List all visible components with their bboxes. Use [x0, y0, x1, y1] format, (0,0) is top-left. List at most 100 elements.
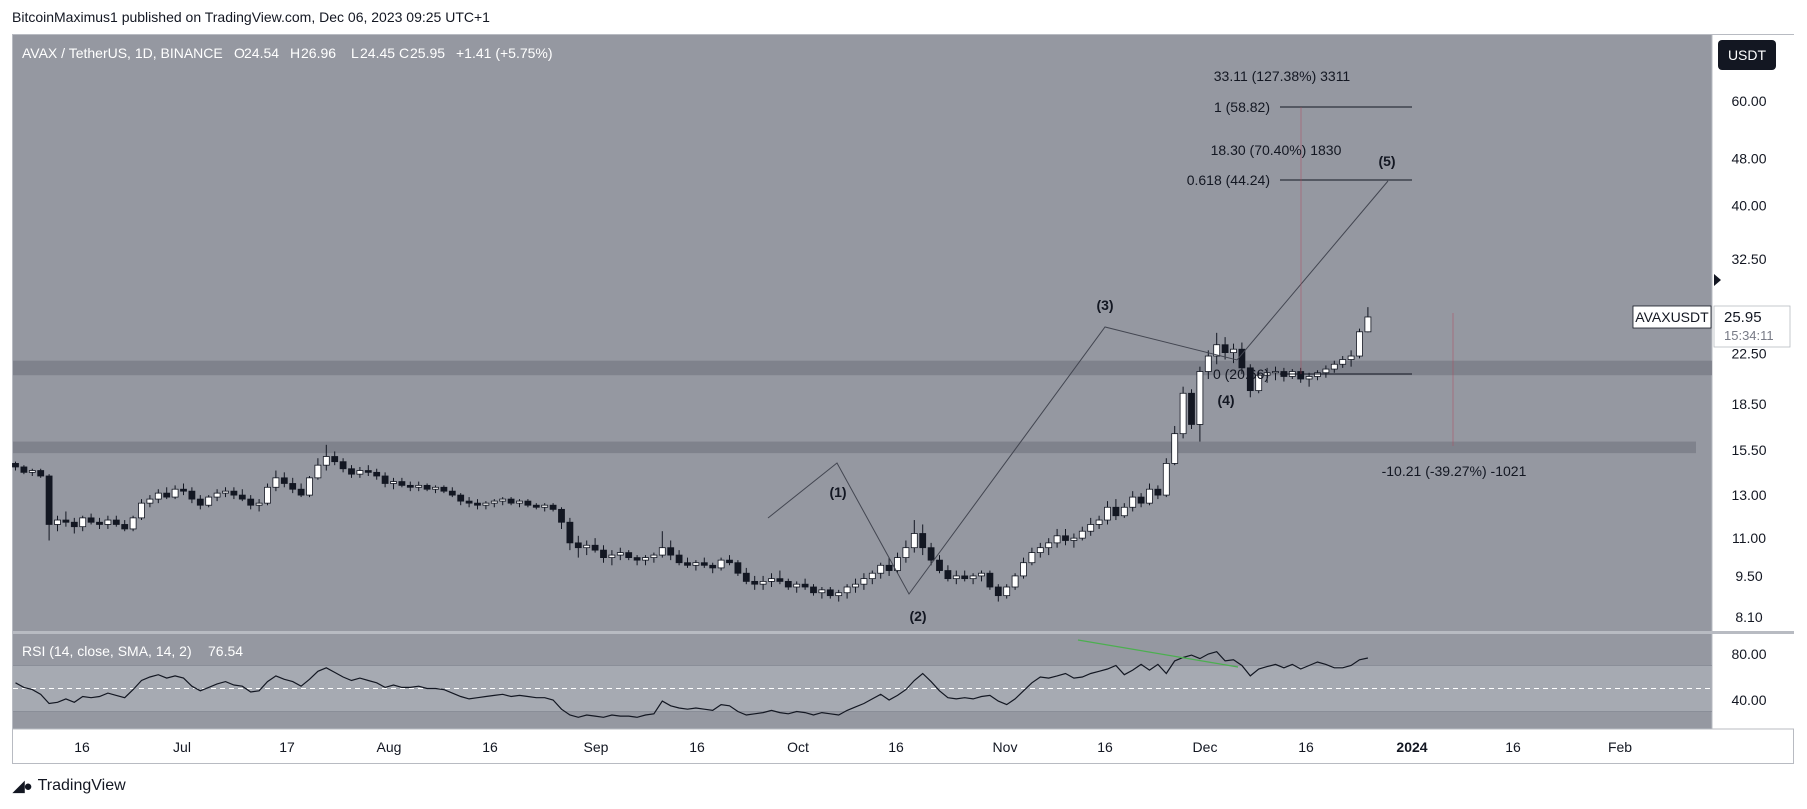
- candle: [1330, 363, 1338, 370]
- candle: [860, 578, 868, 585]
- candle: [835, 592, 843, 597]
- candle: [448, 490, 456, 496]
- candle: [222, 490, 229, 494]
- time-tick-label: 16: [1505, 739, 1521, 755]
- ohlc-key: H: [290, 45, 300, 61]
- candle: [1322, 368, 1330, 374]
- candle: [499, 498, 507, 502]
- candle: [650, 554, 658, 558]
- price-tick-label: 18.50: [1731, 396, 1766, 412]
- ticker-badge: [1632, 305, 1712, 329]
- time-tick-label: Jul: [173, 739, 191, 755]
- candle: [364, 470, 372, 473]
- candle: [1171, 433, 1179, 464]
- time-tick-label: 16: [74, 739, 90, 755]
- time-tick-label: 16: [1298, 739, 1314, 755]
- time-tick-label: Oct: [787, 739, 809, 755]
- time-tick-label: 16: [888, 739, 904, 755]
- candle: [1255, 374, 1263, 392]
- candle: [574, 542, 582, 549]
- candle: [692, 562, 700, 566]
- time-tick-label: 16: [482, 739, 498, 755]
- ohlc-value: 24.54: [244, 45, 279, 61]
- candle: [54, 519, 61, 525]
- candle: [583, 544, 591, 549]
- candle: [213, 492, 221, 498]
- candle: [306, 477, 313, 496]
- candle: [1070, 537, 1078, 541]
- candle: [1137, 496, 1145, 504]
- candle: [784, 581, 792, 588]
- candle: [20, 466, 28, 473]
- candle: [1078, 530, 1086, 539]
- candle: [1188, 392, 1195, 425]
- candle: [1238, 348, 1246, 369]
- candle: [196, 498, 204, 506]
- candle: [642, 557, 649, 561]
- candle: [1179, 392, 1187, 435]
- candle: [188, 490, 196, 500]
- candle: [516, 500, 523, 504]
- candle: [717, 559, 725, 569]
- candle: [79, 517, 87, 528]
- candle: [129, 517, 137, 530]
- candle: [558, 508, 565, 523]
- currency-label: USDT: [1728, 47, 1767, 63]
- ohlc-key: L: [351, 45, 359, 61]
- candle: [759, 581, 767, 585]
- price-axis: [1712, 35, 1794, 729]
- candle: [843, 586, 851, 594]
- candle: [952, 575, 960, 580]
- candle: [591, 544, 599, 551]
- candle: [894, 557, 901, 571]
- symbol-label: AVAX / TetherUS, 1D, BINANCE: [22, 45, 223, 61]
- candle: [1129, 496, 1137, 508]
- candle: [1339, 359, 1347, 365]
- candle: [969, 575, 977, 580]
- candle: [297, 488, 305, 496]
- last-price-badge: [1713, 305, 1791, 348]
- candle: [1263, 372, 1271, 376]
- candle: [885, 564, 893, 571]
- fib-level-label: 1 (58.82): [1214, 99, 1270, 115]
- candle: [818, 589, 826, 594]
- candle: [247, 498, 255, 506]
- support-zone: [13, 441, 1696, 454]
- candle: [1314, 372, 1321, 377]
- candle: [1062, 535, 1069, 541]
- currency-badge: [1718, 40, 1776, 70]
- tradingview-logo-icon: ◢●: [13, 778, 33, 795]
- rsi-value: 76.54: [208, 643, 243, 659]
- candle: [877, 564, 885, 574]
- rsi-divergence-line: [1077, 639, 1239, 668]
- candle: [986, 572, 994, 588]
- candle: [348, 468, 355, 475]
- candle: [1246, 367, 1254, 392]
- candle: [566, 521, 574, 544]
- candle: [793, 583, 801, 588]
- candle: [734, 562, 742, 574]
- candle: [1272, 371, 1279, 374]
- candle: [339, 461, 347, 470]
- candle: [1230, 348, 1237, 353]
- candle: [709, 564, 717, 569]
- price-tick-label: 40.00: [1731, 197, 1766, 213]
- candle: [70, 521, 78, 528]
- candle: [1028, 552, 1036, 564]
- rsi-tick-label: 80.00: [1731, 646, 1766, 662]
- candle: [415, 484, 423, 488]
- tradingview-logo[interactable]: ◢● TradingView: [13, 777, 126, 795]
- candle: [1087, 524, 1095, 532]
- candle: [726, 559, 733, 564]
- candle: [667, 547, 675, 556]
- candle: [121, 524, 129, 530]
- time-tick-label: 16: [689, 739, 705, 755]
- candle: [490, 500, 498, 504]
- candle: [322, 456, 330, 466]
- price-tick-label: 48.00: [1731, 150, 1766, 166]
- candle: [633, 557, 641, 561]
- candle: [474, 502, 481, 506]
- candle: [28, 470, 36, 473]
- candle: [104, 519, 112, 525]
